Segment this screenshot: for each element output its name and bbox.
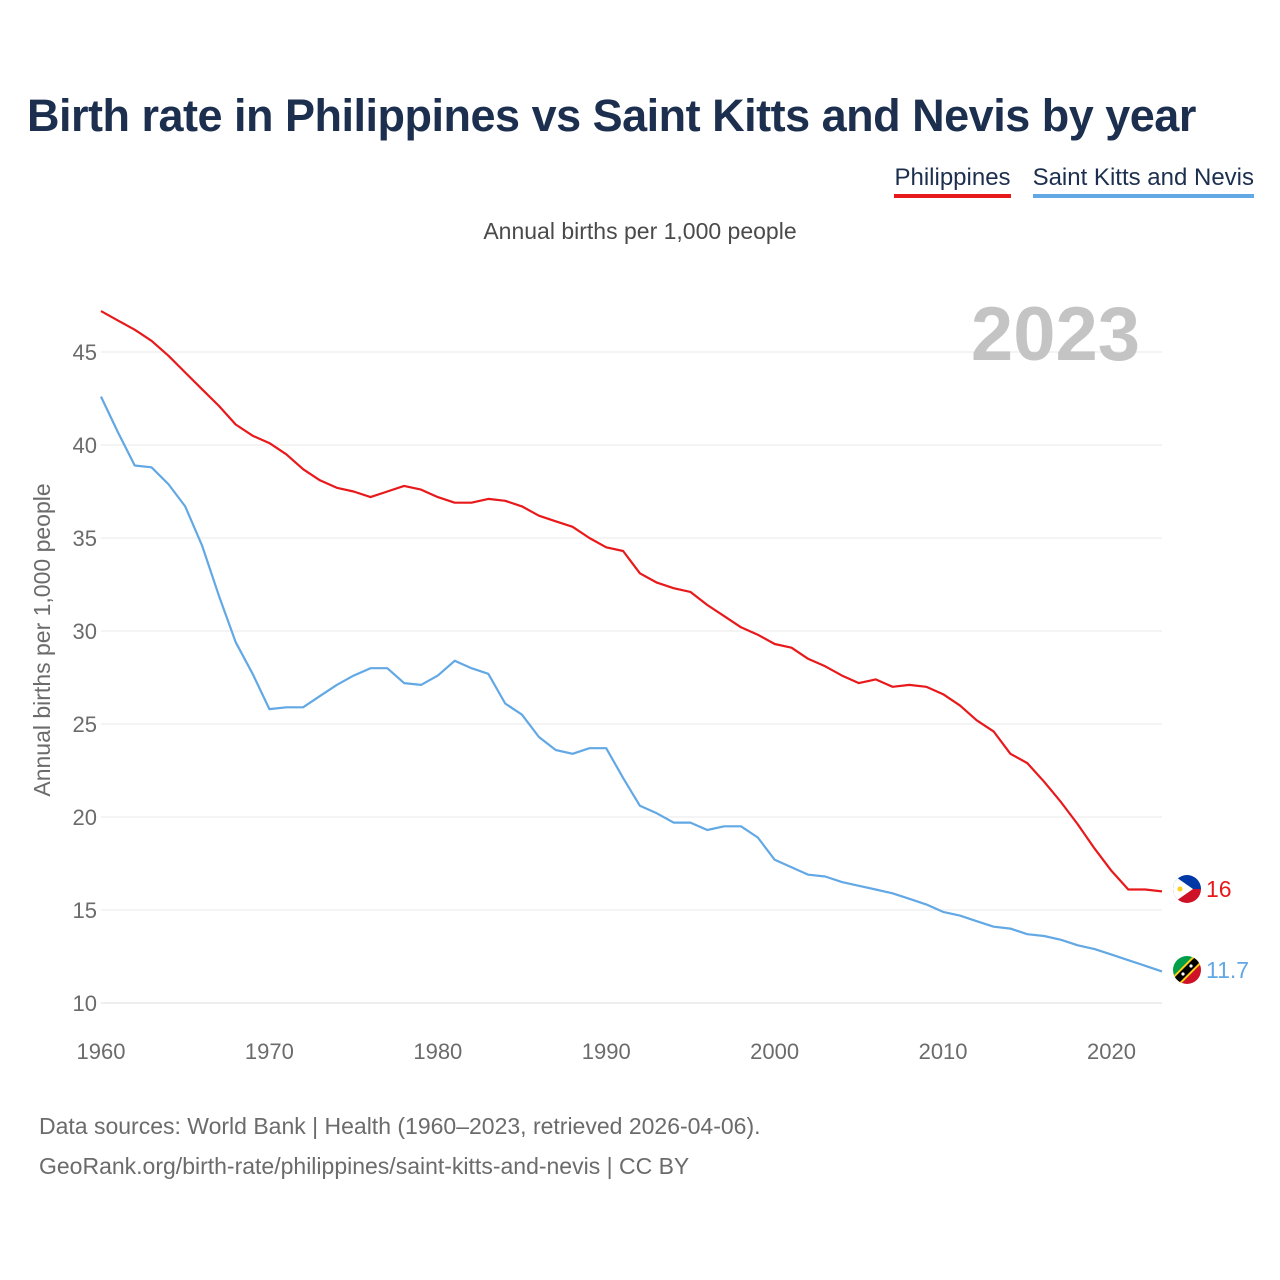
y-tick-label: 10 <box>73 991 97 1016</box>
y-tick-label: 35 <box>73 526 97 551</box>
series-lines <box>100 310 1163 973</box>
x-tick-label: 1990 <box>582 1039 631 1064</box>
source-line-1: Data sources: World Bank | Health (1960–… <box>39 1113 761 1139</box>
x-tick-label: 1970 <box>245 1039 294 1064</box>
x-tick-label: 2020 <box>1087 1039 1136 1064</box>
series-line-saint-kitts-and-nevis <box>100 396 1163 973</box>
philippines-flag-icon <box>1173 875 1201 903</box>
x-tick-label: 2000 <box>750 1039 799 1064</box>
source-note: Data sources: World Bank | Health (1960–… <box>39 1106 761 1186</box>
legend-item-saint-kitts-and-nevis[interactable]: Saint Kitts and Nevis <box>1032 164 1254 198</box>
year-watermark: 2023 <box>971 292 1140 377</box>
grid <box>101 351 1162 1004</box>
end-label-saint-kitts-and-nevis: 11.7 <box>1206 957 1249 983</box>
y-tick-label: 20 <box>73 805 97 830</box>
legend: Philippines Saint Kitts and Nevis <box>894 164 1254 198</box>
x-tick-label: 1960 <box>77 1039 126 1064</box>
legend-item-philippines[interactable]: Philippines <box>894 164 1011 198</box>
x-axis-ticks: 1960 1970 1980 1990 2000 2010 2020 <box>77 1039 1136 1064</box>
y-axis-ticks: 10 15 20 25 30 35 40 45 <box>73 340 97 1016</box>
y-axis-label: Annual births per 1,000 people <box>29 483 55 796</box>
chart-title: Birth rate in Philippines vs Saint Kitts… <box>27 90 1196 141</box>
chart-subtitle: Annual births per 1,000 people <box>483 218 797 244</box>
series-line-philippines <box>100 310 1163 893</box>
end-label-philippines: 16 <box>1206 876 1232 902</box>
x-tick-label: 1980 <box>413 1039 462 1064</box>
y-tick-label: 15 <box>73 898 97 923</box>
saint-kitts-flag-icon <box>1173 956 1201 984</box>
y-tick-label: 45 <box>73 340 97 365</box>
x-tick-label: 2010 <box>919 1039 968 1064</box>
y-tick-label: 40 <box>73 433 97 458</box>
y-tick-label: 25 <box>73 712 97 737</box>
source-line-2[interactable]: GeoRank.org/birth-rate/philippines/saint… <box>39 1153 690 1179</box>
y-tick-label: 30 <box>73 619 97 644</box>
